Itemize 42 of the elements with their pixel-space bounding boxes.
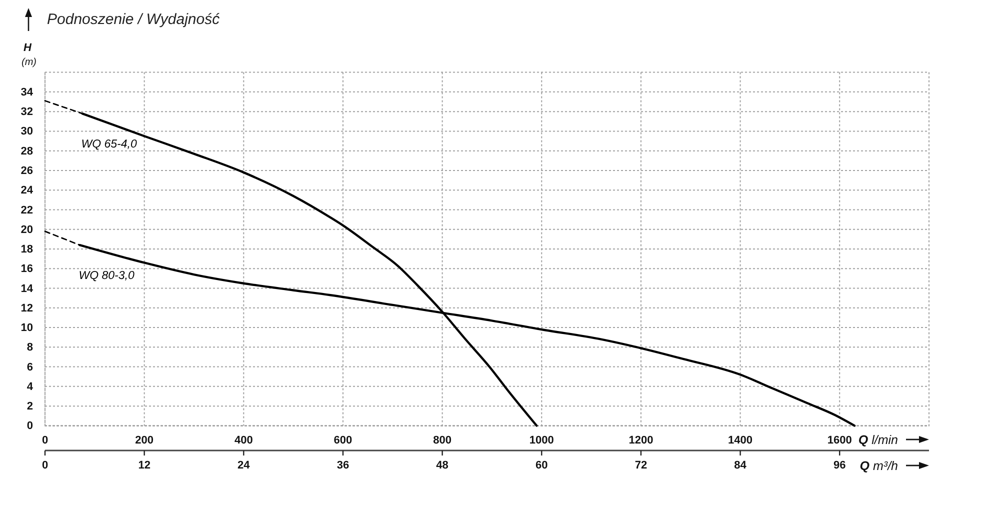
y-tick-label: 28 — [20, 145, 33, 158]
x2-tick-label: 48 — [436, 459, 448, 472]
x-axis-title: Q l/min — [858, 433, 898, 447]
y-axis-title: H (m) — [22, 42, 36, 68]
chart-title: Podnoszenie / Wydajność — [47, 11, 220, 28]
x2-tick-label: 96 — [833, 459, 846, 472]
y-tick-label: 24 — [20, 184, 34, 197]
y-tick-label: 0 — [26, 420, 33, 432]
y-tick-label: 30 — [20, 126, 33, 138]
x-tick-label: 200 — [135, 434, 154, 447]
y-tick-label: 10 — [20, 322, 33, 334]
y-tick-label: 16 — [20, 263, 33, 276]
x2-axis-title: Q m³/h — [860, 459, 898, 473]
y-tick-label: 12 — [20, 302, 33, 314]
x-tick-label: 1600 — [827, 434, 852, 447]
series-label: WQ 80-3,0 — [78, 270, 135, 282]
x2-tick-label: 72 — [634, 459, 648, 472]
y-tick-label: 26 — [20, 164, 33, 177]
x2-tick-label: 60 — [536, 459, 548, 472]
y-tick-label: 20 — [20, 224, 33, 236]
y-tick-label: 32 — [20, 106, 33, 118]
y-tick-label: 34 — [20, 86, 34, 98]
y-tick-label: 14 — [20, 282, 34, 295]
x2-tick-label: 84 — [734, 459, 748, 472]
series-label: WQ 65-4,0 — [81, 138, 138, 151]
x2-tick-label: 36 — [336, 459, 350, 472]
y-tick-label: 4 — [26, 380, 34, 393]
y-tick-label: 22 — [20, 204, 33, 216]
x-tick-label: 1000 — [529, 434, 554, 447]
x-tick-label: 400 — [234, 434, 253, 447]
x-tick-label: 1200 — [628, 434, 654, 447]
y-tick-label: 18 — [20, 244, 33, 256]
y-tick-label: 8 — [26, 342, 33, 354]
x2-tick-label: 12 — [138, 459, 150, 472]
x-tick-label: 0 — [42, 434, 48, 447]
y-tick-label: 2 — [26, 400, 33, 413]
x2-tick-label: 0 — [42, 459, 48, 472]
x-tick-label: 600 — [334, 434, 352, 447]
x-tick-label: 800 — [433, 434, 452, 447]
x2-tick-label: 24 — [238, 459, 251, 472]
y-tick-label: 6 — [26, 361, 33, 374]
x-tick-label: 1400 — [728, 434, 753, 447]
